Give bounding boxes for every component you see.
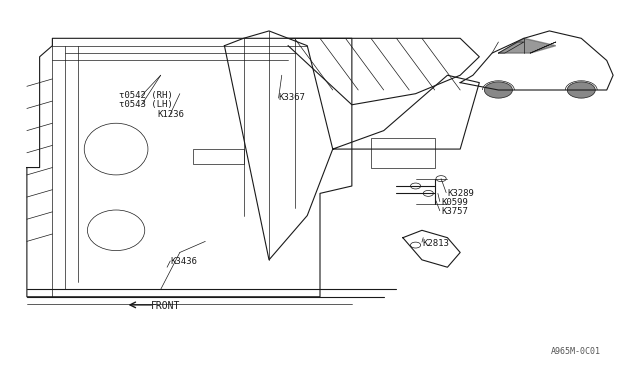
Text: K0599: K0599: [441, 198, 468, 207]
Circle shape: [567, 82, 595, 98]
Text: K3436: K3436: [170, 257, 197, 266]
Text: K3367: K3367: [278, 93, 305, 102]
Text: FRONT: FRONT: [151, 301, 180, 311]
Text: τ0542 (RH): τ0542 (RH): [119, 91, 173, 100]
Text: K3289: K3289: [447, 189, 474, 198]
Polygon shape: [499, 38, 556, 53]
Text: K1236: K1236: [157, 109, 184, 119]
Bar: [193, 149, 244, 164]
Text: K2813: K2813: [422, 239, 449, 248]
Bar: [371, 138, 435, 167]
Text: τ0543 (LH): τ0543 (LH): [119, 100, 173, 109]
Circle shape: [484, 82, 513, 98]
Text: K3757: K3757: [441, 207, 468, 217]
Text: A965M-0C01: A965M-0C01: [550, 347, 600, 356]
